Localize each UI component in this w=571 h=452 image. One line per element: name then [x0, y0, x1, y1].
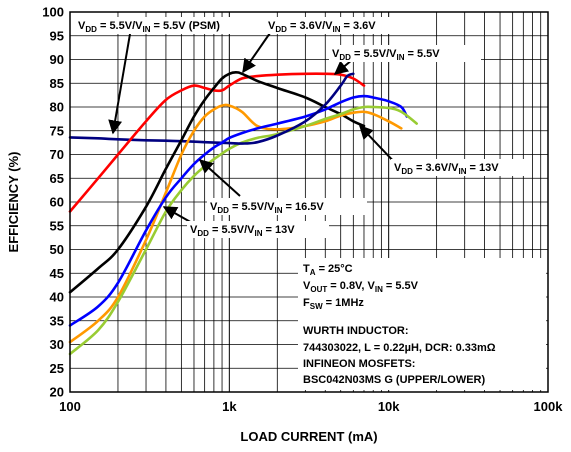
x-axis-title: LOAD CURRENT (mA): [240, 429, 377, 444]
annotation-fsw: FSW = 1MHz: [303, 297, 364, 311]
y-axis-title: EFFICIENCY (%): [6, 152, 21, 253]
annotation-vin36_13: VDD = 3.6V/VIN = 13V: [394, 162, 499, 176]
y-tick-label: 90: [50, 52, 64, 67]
y-tick-label: 95: [50, 28, 64, 43]
y-tick-label: 80: [50, 100, 64, 115]
y-tick-label: 85: [50, 76, 64, 91]
y-tick-label: 100: [42, 5, 64, 20]
annotation-ta: TA = 25°C: [303, 263, 353, 277]
y-tick-label: 75: [50, 123, 64, 138]
y-tick-label: 40: [50, 290, 64, 305]
x-tick-label: 100: [59, 399, 81, 414]
arrow-vin36: [242, 32, 271, 74]
y-tick-label: 70: [50, 147, 64, 162]
annotation-wurth: WURTH INDUCTOR:: [303, 325, 409, 337]
y-tick-label: 55: [50, 218, 64, 233]
x-tick-label: 100k: [534, 399, 564, 414]
annotation-infineon: INFINEON MOSFETS:: [303, 358, 415, 370]
y-tick-label: 20: [50, 385, 64, 400]
y-tick-label: 45: [50, 266, 64, 281]
y-tick-label: 25: [50, 361, 64, 376]
plot-frame: [69, 11, 549, 393]
x-tick-label: 1k: [222, 399, 237, 414]
annotation-bg: [265, 17, 415, 34]
annotation-vin165: VDD = 5.5V/VIN = 16.5V: [210, 201, 324, 215]
y-tick-label: 30: [50, 337, 64, 352]
annotation-vin36: VDD = 3.6V/VIN = 3.6V: [268, 20, 376, 34]
annotation-psm: VDD = 5.5V/VIN = 5.5V (PSM): [78, 20, 220, 34]
notes-bg: [298, 258, 546, 390]
arrow-vin55: [333, 59, 353, 75]
y-tick-label: 35: [50, 313, 64, 328]
x-tick-label: 10k: [378, 399, 400, 414]
series-group: [68, 71, 418, 356]
y-tick-label: 65: [50, 171, 64, 186]
y-tick-label: 50: [50, 242, 64, 257]
arrow-vin165: [198, 159, 241, 197]
annotation-bg: [391, 159, 531, 176]
annotation-inductor: 744303022, L = 0.22µH, DCR: 0.33mΩ: [303, 342, 496, 354]
x-tick-labels: 100 1k 10k 100k: [59, 399, 563, 414]
series-line-vin55: [68, 72, 366, 213]
annotation-bg: [75, 17, 263, 34]
annotation-bg: [329, 45, 481, 62]
annotation-vout: VOUT = 0.8V, VIN = 5.5V: [303, 280, 419, 294]
annotation-vin13: VDD = 5.5V/VIN = 13V: [190, 224, 295, 238]
series-line-psm: [68, 136, 231, 145]
annotation-labels: VDD = 5.5V/VIN = 5.5V (PSM) VDD = 3.6V/VI…: [75, 17, 546, 390]
series-line-psm_hi: [228, 72, 355, 145]
y-tick-label: 60: [50, 195, 64, 210]
annotation-bg: [187, 221, 329, 238]
annotation-mosfet: BSC042N03MS G (UPPER/LOWER): [303, 374, 485, 386]
annotation-bg: [207, 198, 367, 215]
annotation-vin55: VDD = 5.5V/VIN = 5.5V: [332, 48, 440, 62]
series-line-vin5_5_36: [68, 103, 403, 344]
y-tick-labels: 20 25 30 35 40 45 50 55 60 65 70 75 80 85 90 95 100: [42, 5, 64, 400]
series-line-vin165: [68, 94, 409, 327]
arrow-psm: [108, 33, 131, 135]
annotation-arrows: [108, 32, 399, 225]
